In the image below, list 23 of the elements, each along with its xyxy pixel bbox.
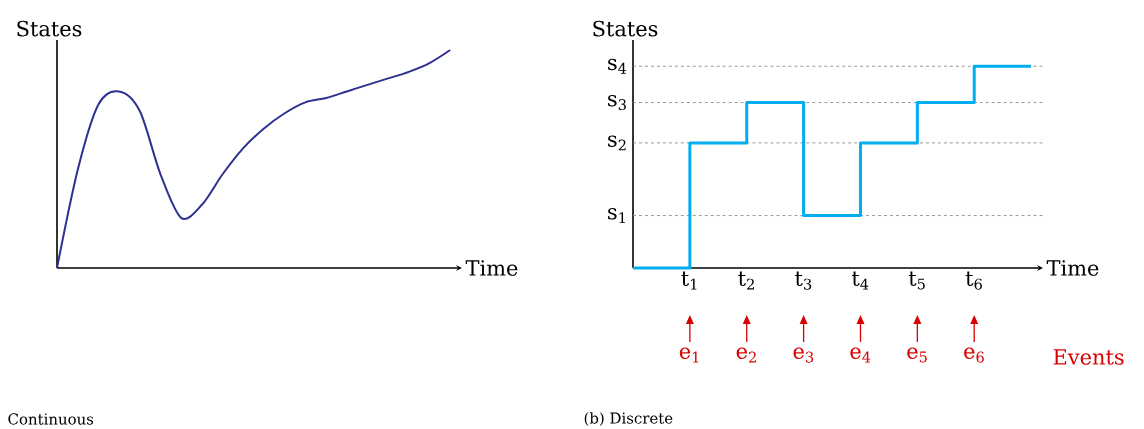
ref-line-label: s$_{3}$ bbox=[608, 94, 626, 111]
text: e$_{6}$ bbox=[964, 347, 984, 363]
text: e$_{4}$ bbox=[850, 347, 871, 363]
text: e$_{1}$ bbox=[679, 347, 699, 363]
x-axis-title: Time bbox=[465, 260, 518, 276]
text: Continuous bbox=[8, 413, 94, 425]
text: e$_{3}$ bbox=[793, 347, 814, 363]
text: Events bbox=[1053, 349, 1124, 365]
x-tick-label: t$_{1}$ bbox=[681, 271, 697, 290]
x-tick-label: t$_{5}$ bbox=[908, 271, 925, 290]
x-tick-label: t$_{3}$ bbox=[795, 271, 812, 290]
ref-line-label: s$_{1}$ bbox=[608, 208, 625, 223]
text: (b) Discrete bbox=[584, 412, 673, 426]
text: e$_{5}$ bbox=[907, 347, 927, 363]
y-axis-title: States bbox=[593, 20, 658, 37]
ref-line-label: s$_{4}$ bbox=[608, 58, 627, 74]
text: e$_{2}$ bbox=[736, 347, 756, 363]
ref-line-label: s$_{2}$ bbox=[608, 135, 626, 151]
x-tick-label: t$_{6}$ bbox=[965, 271, 982, 290]
x-tick-label: t$_{2}$ bbox=[738, 271, 754, 290]
y-axis-title: States bbox=[17, 20, 82, 37]
x-axis-title: Time bbox=[1046, 260, 1099, 276]
x-tick-label: t$_{4}$ bbox=[851, 271, 869, 290]
